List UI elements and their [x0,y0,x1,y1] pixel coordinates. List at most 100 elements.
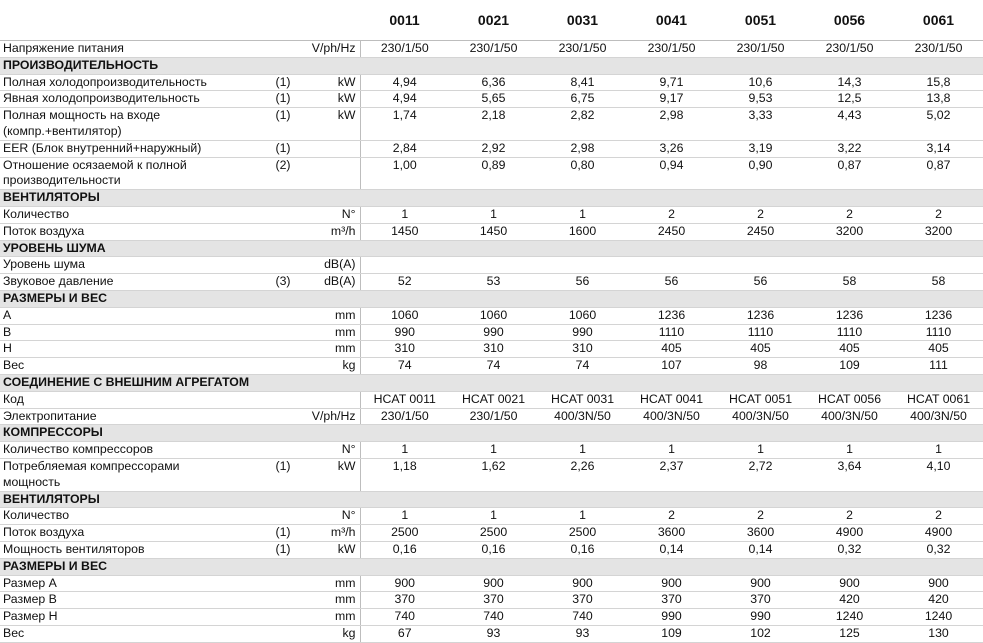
section-row: ВЕНТИЛЯТОРЫ [0,491,983,509]
row-label: Поток воздуха [0,524,268,542]
row-unit: kW [298,90,361,109]
row-note [268,256,298,275]
cell-value: 3,64 [805,458,894,492]
cell-value: 1240 [805,608,894,626]
row-label-line: Количество компрессоров [3,442,154,457]
cell-value: 400/3N/50 [538,408,627,426]
cell-value: 230/1/50 [627,40,716,58]
cell-value: 3,26 [627,140,716,158]
row-label-line: мощность [3,474,61,489]
row-note [268,591,298,610]
cell-value: 9,53 [716,90,805,109]
section-title: ВЕНТИЛЯТОРЫ [0,491,983,509]
row-note [268,340,298,359]
row-unit: m³/h [298,223,361,241]
cell-value: 400/3N/50 [894,408,983,426]
cell-value: 2,84 [360,140,449,158]
cell-value [449,256,538,275]
section-row: ПРОИЗВОДИТЕЛЬНОСТЬ [0,57,983,75]
data-row: Полная холодопроизводительность (1) kW 4,94… [0,74,983,92]
row-note [268,608,298,626]
cell-value: 3,19 [716,140,805,158]
cell-value: 370 [716,591,805,610]
cell-value: 990 [360,324,449,342]
data-row: Напряжение питания V/ph/Hz 230/1/50 230/1/5… [0,40,983,58]
row-label: Звуковое давление [0,273,268,291]
cell-value: 58 [894,273,983,291]
cell-value: 9,71 [627,74,716,92]
data-row: Количество компрессоров N° 1 1 1 1 1 1 1 [0,441,983,459]
cell-value: 12,5 [805,90,894,109]
section-row: СОЕДИНЕНИЕ С ВНЕШНИМ АГРЕГАТОМ [0,374,983,392]
row-label-line: Электропитание [3,408,97,423]
cell-value: 52 [360,273,449,291]
cell-value: 230/1/50 [360,40,449,58]
row-label: Потребляемая компрессорами мощность [0,458,268,492]
section-row: КОМПРЕССОРЫ [0,424,983,443]
cell-value: 4,94 [360,74,449,92]
row-note [268,307,298,325]
cell-value: 2450 [627,223,716,241]
cell-value: 13,8 [894,90,983,109]
column-header: 0011 [360,0,449,41]
cell-value: 102 [716,625,805,643]
cell-value: 400/3N/50 [805,408,894,426]
row-note [268,357,298,375]
data-row: Количество N° 1 1 1 2 2 2 2 [0,206,983,224]
row-unit: N° [298,441,361,459]
row-label-line: Полная холодопроизводительность [3,74,207,89]
cell-value: 740 [538,608,627,626]
data-row: EER (Блок внутренний+наружный) (1) 2,84 2,9… [0,140,983,158]
cell-value: HCAT 0061 [894,391,983,409]
section-title: СОЕДИНЕНИЕ С ВНЕШНИМ АГРЕГАТОМ [0,374,983,392]
data-row: Поток воздуха (1) m³/h 2500 2500 2500 3600 3600… [0,524,983,542]
row-unit [298,140,361,158]
cell-value: 1110 [894,324,983,342]
cell-value: 56 [716,273,805,291]
cell-value: 1 [360,507,449,526]
cell-value: 405 [894,340,983,359]
row-note: (1) [268,140,298,158]
cell-value: 0,90 [716,157,805,191]
cell-value: 405 [805,340,894,359]
row-label: Вес [0,357,268,375]
row-label-line: A [3,307,12,322]
header-row: 0011 0021 0031 0041 0051 0056 0061 [0,0,983,41]
cell-value: 2500 [449,524,538,542]
cell-value: 0,32 [805,541,894,559]
row-note [268,507,298,526]
cell-value: 2,98 [538,140,627,158]
cell-value: 1 [894,441,983,459]
row-note [268,441,298,459]
row-label-line: Размер A [3,575,57,590]
row-unit: N° [298,206,361,224]
cell-value: 230/1/50 [449,408,538,426]
cell-value: 370 [449,591,538,610]
cell-value: HCAT 0031 [538,391,627,409]
cell-value: 56 [627,273,716,291]
row-label-line: Вес [3,625,25,640]
cell-value: 2,37 [627,458,716,492]
cell-value: 740 [449,608,538,626]
cell-value: 1 [805,441,894,459]
cell-value: 2 [894,206,983,224]
cell-value [805,256,894,275]
row-note: (1) [268,74,298,92]
cell-value: 2,72 [716,458,805,492]
row-note [268,324,298,342]
cell-value: 107 [627,357,716,375]
row-note [268,408,298,426]
cell-value: 230/1/50 [894,40,983,58]
row-label-line: Мощность вентиляторов [3,541,145,556]
column-header: 0051 [716,0,805,41]
row-note: (1) [268,524,298,542]
cell-value: 310 [538,340,627,359]
data-row: Явная холодопроизводительность (1) kW 4,94 5… [0,90,983,109]
row-note: (3) [268,273,298,291]
row-unit [298,157,361,191]
row-label-line: EER (Блок внутренний+наружный) [3,140,202,155]
row-unit: mm [298,575,361,593]
cell-value: 2,98 [627,107,716,141]
row-label-line: Количество [3,206,70,221]
